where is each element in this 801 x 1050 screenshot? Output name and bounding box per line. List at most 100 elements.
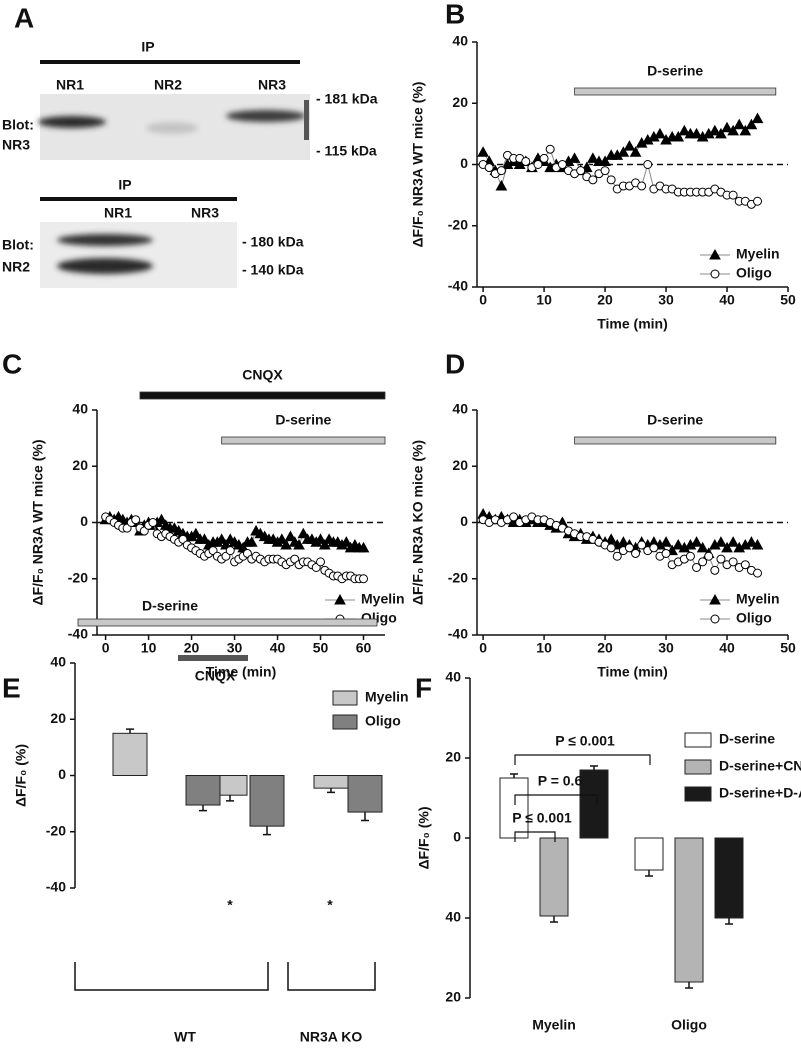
- y-axis-title: ΔF/F₀ NR3A WT mice (%): [30, 440, 46, 606]
- x-tick-label: 0: [479, 640, 487, 656]
- marker: [716, 554, 726, 564]
- group-label: WT: [174, 1029, 196, 1045]
- x-tick-label: 50: [780, 640, 796, 656]
- legend-label: Myelin: [361, 591, 405, 607]
- x-tick-label: 40: [719, 640, 735, 656]
- comparison-label: P ≤ 0.001: [555, 733, 615, 749]
- marker: [710, 565, 720, 575]
- legend-swatch: [332, 714, 358, 730]
- marker: [612, 551, 622, 561]
- marker: [753, 196, 763, 206]
- marker: [155, 513, 168, 525]
- band: [146, 122, 198, 134]
- blot-label: NR3: [2, 137, 30, 153]
- x-tick-label: 0: [479, 292, 487, 308]
- legend-label: D-serine+CNQX: [719, 758, 801, 774]
- marker: [715, 127, 727, 139]
- marker-label: - 180 kDa: [242, 234, 304, 250]
- error-bar: [327, 788, 335, 794]
- marker: [727, 536, 739, 547]
- band: [38, 116, 106, 128]
- x-tick-label: 30: [658, 640, 674, 656]
- treatment-bar: [221, 436, 386, 445]
- y-tick-label: 20: [50, 710, 66, 726]
- y-axis-title: ΔF/F₀ NR3A KO mice (%): [410, 440, 426, 605]
- marker: [245, 536, 258, 547]
- marker: [293, 538, 305, 550]
- x-tick-label: 10: [141, 640, 157, 656]
- marker: [739, 124, 752, 136]
- marker: [661, 548, 671, 558]
- legend-label: Myelin: [736, 246, 780, 262]
- y-tick-label: 0: [58, 766, 66, 782]
- y-tick-label: 40: [452, 401, 468, 417]
- x-tick-label: 10: [536, 640, 552, 656]
- marker: [698, 557, 708, 567]
- marker: [275, 533, 288, 544]
- marker: [533, 160, 543, 169]
- legend-swatch: [332, 690, 358, 706]
- marker: [643, 160, 653, 169]
- panel-letter: E: [2, 672, 21, 703]
- marker: [708, 124, 721, 136]
- y-tick-label: 0: [453, 829, 461, 845]
- marker: [509, 512, 519, 522]
- marker-label: - 181 kDa: [316, 91, 378, 107]
- marker: [710, 269, 720, 279]
- treatment-bar: [574, 436, 777, 445]
- marker: [359, 574, 369, 584]
- x-tick-label: Oligo: [671, 1017, 707, 1033]
- treatment-label: D-serine: [647, 63, 703, 79]
- x-tick-label: 40: [270, 640, 286, 656]
- comparison-bracket: [514, 831, 556, 842]
- marker: [496, 166, 506, 176]
- comparison-bracket: [514, 754, 651, 765]
- panel-letter: B: [445, 0, 465, 29]
- x-tick-label: Myelin: [532, 1017, 576, 1033]
- error-bar: [226, 795, 234, 802]
- panel-letter: D: [445, 348, 465, 379]
- marker: [314, 533, 327, 544]
- marker: [637, 540, 647, 550]
- marker: [649, 543, 659, 553]
- treatment-label: D-serine: [142, 598, 198, 614]
- y-tick-label: 40: [445, 669, 461, 685]
- marker: [745, 118, 758, 130]
- marker: [728, 557, 738, 567]
- marker: [672, 130, 685, 142]
- marker: [606, 543, 616, 553]
- error-bar: [126, 728, 134, 734]
- marker: [637, 181, 647, 191]
- marker: [557, 160, 567, 169]
- marker: [148, 518, 158, 527]
- bar: [539, 837, 569, 917]
- marker: [484, 163, 494, 173]
- marker: [284, 530, 297, 542]
- marker: [588, 175, 598, 185]
- bar: [499, 777, 529, 839]
- y-tick-label: -40: [448, 278, 468, 294]
- marker: [297, 527, 310, 539]
- blot-label: Blot:: [2, 117, 34, 133]
- blot-label: Blot:: [2, 237, 34, 253]
- y-tick-label: -40: [68, 626, 88, 642]
- error-bar: [725, 918, 733, 925]
- band: [57, 234, 153, 246]
- x-tick-label: 50: [313, 640, 329, 656]
- x-axis-title: Time (min): [597, 316, 668, 332]
- y-tick-label: 0: [80, 513, 88, 529]
- y-tick-label: -20: [68, 569, 88, 585]
- marker: [316, 557, 326, 567]
- marker: [545, 144, 555, 154]
- bar: [347, 775, 383, 813]
- lane-label: NR1: [104, 205, 132, 221]
- marker: [685, 551, 695, 561]
- marker: [740, 560, 750, 570]
- error-bar: [199, 805, 207, 812]
- marker: [690, 127, 703, 139]
- y-axis-title: ΔF/F₀ (%): [416, 806, 432, 869]
- y-axis-title: ΔF/F₀ (%): [13, 744, 29, 807]
- y-tick-label: 40: [445, 909, 461, 925]
- marker: [733, 118, 746, 130]
- marker: [357, 541, 370, 553]
